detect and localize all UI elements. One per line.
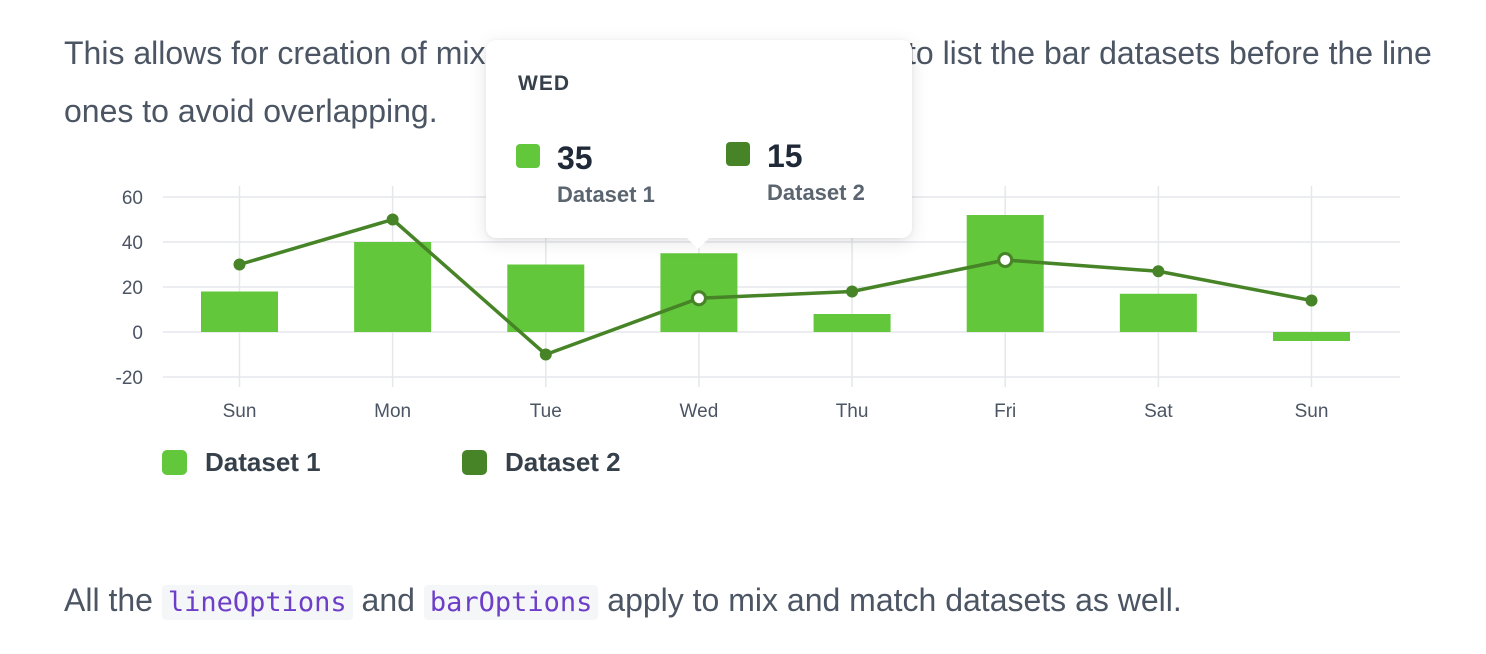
legend-item-dataset-1[interactable]: Dataset 1 [162, 447, 462, 478]
legend-label-dataset-1: Dataset 1 [205, 447, 321, 477]
y-tick-label-2: 20 [122, 278, 143, 299]
y-tick-label-1: 40 [122, 233, 143, 254]
line-point-1 [386, 213, 399, 226]
bar-0 [201, 291, 278, 332]
y-tick-label-0: 60 [122, 188, 143, 209]
legend-swatch-dataset-2 [462, 450, 487, 475]
line-point-0 [233, 258, 246, 271]
tooltip-label-dataset-1: Dataset 1 [557, 182, 655, 207]
x-tick-label-5: Fri [994, 401, 1016, 422]
line-point-6 [1152, 265, 1165, 278]
x-tick-label-3: Wed [680, 401, 719, 422]
legend-label-dataset-2: Dataset 2 [505, 447, 621, 477]
line-series [239, 217, 1312, 357]
outro-mid: and [352, 582, 424, 618]
outro-paragraph: All the lineOptions and barOptions apply… [64, 571, 1182, 632]
tooltip-value-dataset-2: 15 [767, 138, 803, 174]
x-tick-label-1: Mon [374, 401, 411, 422]
line-point-7 [1305, 294, 1318, 307]
tooltip-value-dataset-1: 35 [557, 140, 593, 176]
x-tick-label-0: Sun [223, 401, 257, 422]
bar-7 [1273, 332, 1350, 341]
code-line-options: lineOptions [161, 585, 353, 620]
tooltip-swatch-dataset-1 [516, 144, 540, 168]
outro-prefix: All the [64, 582, 162, 618]
chart-legend: Dataset 1 Dataset 2 [162, 447, 762, 478]
tooltip-label-dataset-2: Dataset 2 [767, 180, 865, 205]
line-point-2 [539, 348, 552, 361]
x-tick-label-6: Sat [1144, 401, 1173, 422]
line-point-center-3 [693, 293, 704, 304]
y-tick-label-3: 0 [132, 323, 143, 344]
outro-suffix: apply to mix and match datasets as well. [598, 582, 1182, 618]
y-tick-label-4: -20 [116, 368, 143, 389]
line-point-4 [846, 285, 859, 298]
bar-2 [507, 264, 585, 332]
bar-6 [1119, 293, 1197, 332]
line-point-center-5 [1000, 255, 1011, 265]
tooltip-arrow [686, 237, 710, 249]
tooltip-swatch-dataset-2 [726, 142, 750, 166]
legend-item-dataset-2[interactable]: Dataset 2 [462, 447, 762, 478]
bar-4 [813, 314, 891, 332]
legend-swatch-dataset-1 [162, 450, 187, 475]
code-bar-options: barOptions [423, 585, 599, 620]
bar-5 [966, 215, 1044, 332]
bar-1 [354, 242, 432, 332]
x-tick-label-4: Thu [836, 401, 869, 422]
tooltip-title: WED [518, 72, 570, 95]
chart-tooltip: WED 35 Dataset 1 15 Dataset 2 [486, 40, 912, 249]
x-tick-label-7: Sun [1295, 401, 1329, 422]
x-tick-label-2: Tue [530, 401, 562, 422]
